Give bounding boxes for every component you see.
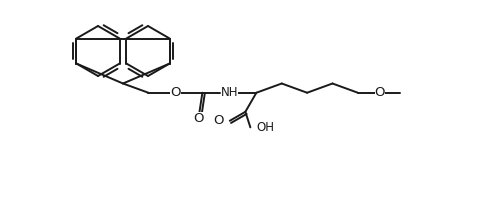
Text: O: O [193,112,204,125]
Text: OH: OH [257,121,274,134]
Text: O: O [170,86,180,99]
Text: O: O [213,114,224,127]
Text: O: O [374,86,385,99]
Text: NH: NH [221,86,238,99]
